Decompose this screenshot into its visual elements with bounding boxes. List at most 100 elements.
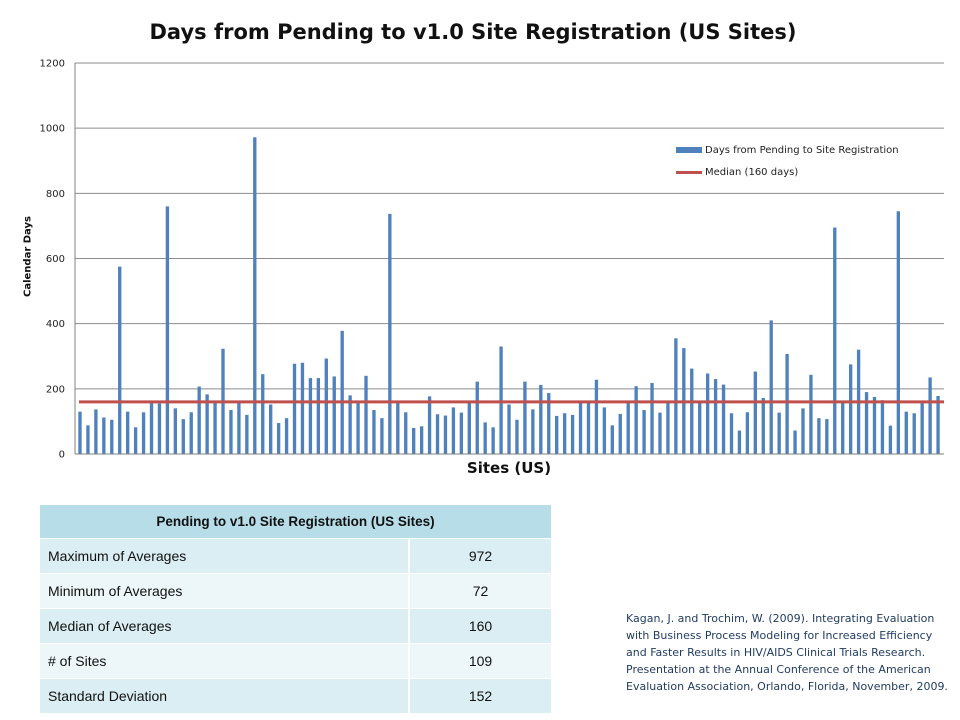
stat-value: 160	[409, 608, 551, 644]
y-tick-labels: 0 200 400 600 800 1000 1200	[40, 59, 65, 461]
table-row: Median of Averages 160	[40, 608, 551, 644]
chart-title: Days from Pending to v1.0 Site Registrat…	[149, 20, 797, 44]
bar	[666, 401, 670, 454]
bar	[141, 412, 146, 454]
bar	[276, 423, 281, 454]
y-tick-label: 0	[59, 450, 65, 461]
bar	[705, 373, 710, 454]
bar	[467, 401, 471, 454]
bar	[833, 227, 837, 454]
bar	[547, 393, 551, 454]
stat-label: # of Sites	[40, 643, 410, 679]
bar	[110, 419, 114, 454]
stat-value: 72	[409, 573, 551, 609]
bar	[245, 414, 249, 454]
bar	[777, 412, 781, 454]
bar	[737, 430, 742, 454]
bar	[205, 394, 209, 454]
bar	[912, 413, 916, 454]
bar	[126, 411, 130, 454]
stats-table: Pending to v1.0 Site Registration (US Si…	[40, 505, 551, 713]
bar	[94, 409, 98, 454]
bar	[642, 410, 646, 454]
table-row: Standard Deviation 152	[40, 678, 551, 713]
bar	[300, 362, 305, 454]
bar	[499, 346, 503, 454]
stat-value: 972	[409, 538, 551, 574]
table-row: Maximum of Averages 972	[40, 538, 551, 574]
bar	[459, 412, 464, 454]
bar	[785, 353, 789, 454]
bar	[364, 375, 368, 454]
bar	[475, 381, 479, 454]
bar	[435, 414, 440, 454]
bar	[848, 364, 853, 454]
bar	[690, 368, 694, 454]
bar	[880, 400, 885, 454]
bar	[189, 412, 193, 454]
bar	[872, 396, 877, 454]
bar	[396, 401, 400, 454]
bar	[888, 425, 893, 454]
bar	[618, 413, 622, 454]
bar	[483, 422, 487, 454]
bar	[157, 403, 162, 454]
bar	[253, 137, 257, 455]
legend-item-median: Median (160 days)	[676, 167, 798, 178]
bar	[539, 384, 543, 454]
stat-label: Median of Averages	[40, 608, 410, 644]
y-tick-label: 1000	[40, 124, 65, 135]
bar	[507, 404, 511, 454]
citation-text: Kagan, J. and Trochim, W. (2009). Integr…	[626, 612, 948, 693]
bar	[904, 411, 908, 454]
bar	[213, 401, 217, 454]
bar	[523, 381, 527, 454]
bar	[229, 410, 233, 454]
bar	[936, 396, 940, 454]
stats-table-header: Pending to v1.0 Site Registration (US Si…	[40, 505, 551, 539]
bar	[404, 412, 408, 454]
bar	[674, 338, 678, 454]
bar	[841, 401, 845, 454]
bar	[698, 401, 702, 454]
bar	[451, 407, 456, 454]
bar	[920, 401, 924, 454]
bar	[372, 410, 376, 454]
bar	[769, 320, 773, 454]
bar	[356, 401, 360, 454]
bar	[610, 425, 614, 454]
bar	[348, 395, 352, 454]
legend-label-median: Median (160 days)	[705, 167, 799, 178]
bar	[388, 213, 392, 454]
bar	[118, 266, 122, 454]
stat-label: Minimum of Averages	[40, 573, 410, 609]
y-axis-label: Calendar Days	[22, 216, 34, 297]
bar	[658, 412, 662, 454]
stat-value: 109	[409, 643, 551, 679]
bar	[197, 386, 201, 454]
bar	[316, 378, 321, 454]
bar	[531, 409, 535, 454]
bar	[419, 426, 424, 454]
bar	[380, 418, 384, 454]
y-tick-label: 200	[46, 384, 65, 395]
bar	[721, 384, 726, 454]
bar	[149, 401, 154, 454]
bar	[102, 417, 106, 454]
y-tick-label: 600	[46, 254, 65, 265]
bar	[801, 408, 805, 454]
legend-swatch-bar	[676, 147, 702, 153]
bar	[602, 407, 607, 454]
table-row: # of Sites 109	[40, 643, 551, 679]
stat-value: 152	[409, 678, 551, 713]
bar	[284, 418, 289, 454]
y-tick-label: 800	[46, 189, 65, 200]
legend-swatch-median	[676, 170, 702, 174]
bar	[515, 419, 519, 454]
x-axis-label: Sites (US)	[466, 459, 552, 477]
legend-label-days: Days from Pending to Site Registration	[705, 145, 899, 156]
bar	[729, 413, 734, 454]
bar	[713, 379, 718, 454]
bar	[292, 363, 297, 454]
bar	[237, 401, 241, 454]
